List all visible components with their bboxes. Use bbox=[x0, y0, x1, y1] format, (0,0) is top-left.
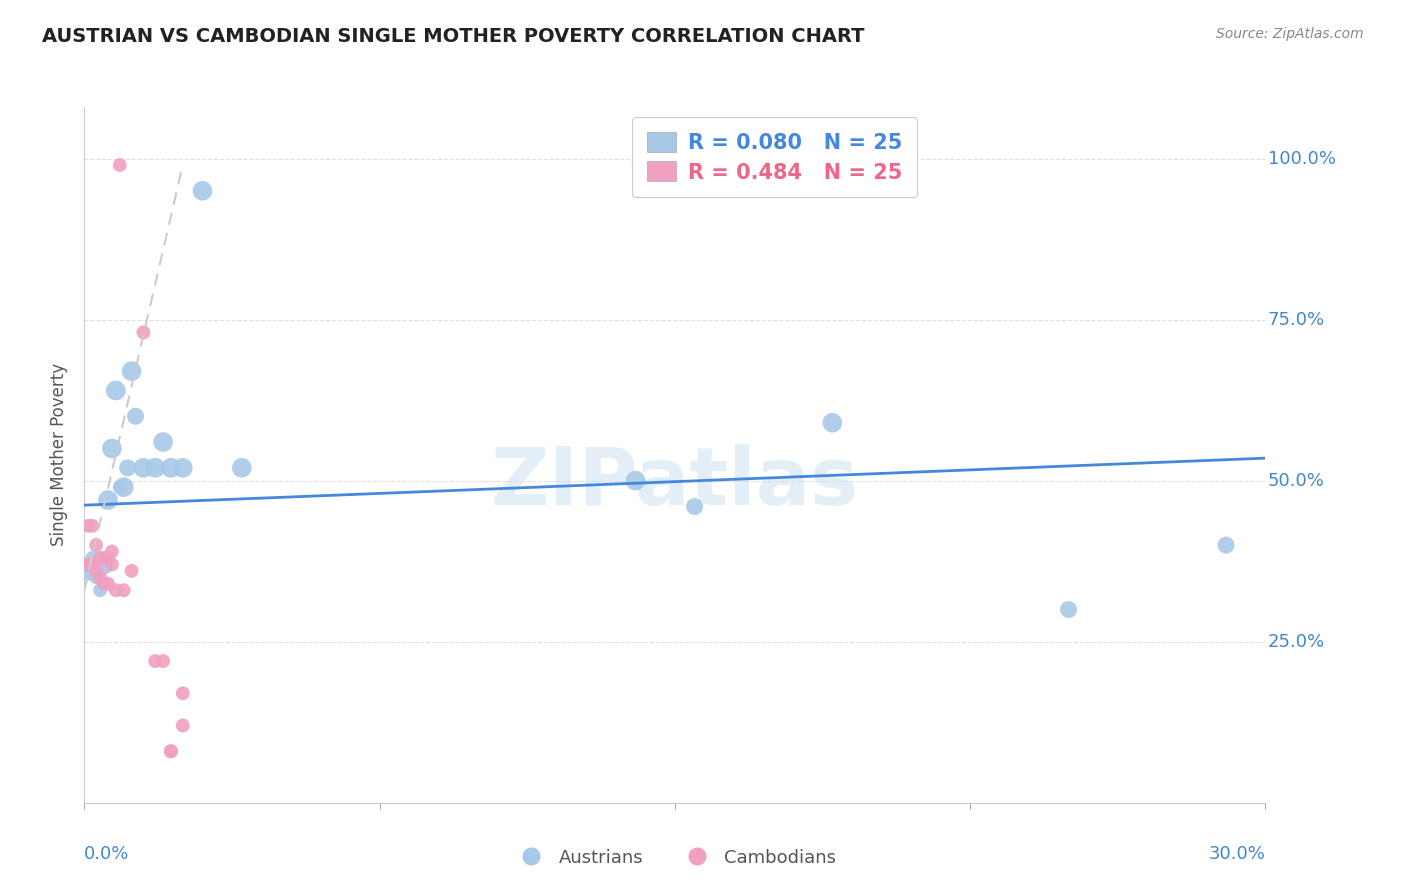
Legend: Austrians, Cambodians: Austrians, Cambodians bbox=[506, 841, 844, 874]
Point bbox=[172, 460, 194, 475]
Text: Source: ZipAtlas.com: Source: ZipAtlas.com bbox=[1216, 27, 1364, 41]
Point bbox=[89, 551, 111, 566]
Point bbox=[160, 460, 183, 475]
Y-axis label: Single Mother Poverty: Single Mother Poverty bbox=[51, 363, 69, 547]
Text: 30.0%: 30.0% bbox=[1209, 845, 1265, 863]
Point bbox=[77, 518, 100, 533]
Point bbox=[191, 184, 214, 198]
Point bbox=[77, 558, 100, 572]
Point bbox=[1057, 602, 1080, 616]
Point bbox=[104, 384, 127, 398]
Text: 50.0%: 50.0% bbox=[1268, 472, 1324, 490]
Point bbox=[97, 576, 120, 591]
Point bbox=[132, 460, 155, 475]
Text: 75.0%: 75.0% bbox=[1268, 310, 1324, 328]
Point bbox=[112, 480, 135, 494]
Point bbox=[1215, 538, 1237, 552]
Point bbox=[93, 551, 115, 566]
Point bbox=[82, 551, 104, 566]
Point bbox=[89, 583, 111, 598]
Point bbox=[683, 500, 706, 514]
Point bbox=[84, 538, 107, 552]
Point bbox=[82, 558, 104, 572]
Point bbox=[101, 442, 124, 456]
Text: 25.0%: 25.0% bbox=[1268, 632, 1324, 651]
Point bbox=[172, 718, 194, 732]
Point bbox=[117, 460, 139, 475]
Point bbox=[121, 364, 143, 378]
Point bbox=[82, 518, 104, 533]
Point bbox=[77, 564, 100, 578]
Point bbox=[231, 460, 253, 475]
Point bbox=[108, 480, 131, 494]
Point bbox=[101, 544, 124, 558]
Point bbox=[84, 564, 107, 578]
Point bbox=[152, 435, 174, 450]
Point bbox=[104, 583, 127, 598]
Point bbox=[624, 474, 647, 488]
Point bbox=[121, 564, 143, 578]
Point bbox=[152, 654, 174, 668]
Point bbox=[143, 460, 166, 475]
Point bbox=[97, 551, 120, 566]
Point bbox=[132, 326, 155, 340]
Point bbox=[101, 558, 124, 572]
Point bbox=[143, 654, 166, 668]
Point bbox=[821, 416, 844, 430]
Text: AUSTRIAN VS CAMBODIAN SINGLE MOTHER POVERTY CORRELATION CHART: AUSTRIAN VS CAMBODIAN SINGLE MOTHER POVE… bbox=[42, 27, 865, 45]
Point bbox=[172, 686, 194, 700]
Point bbox=[124, 409, 146, 424]
Text: 100.0%: 100.0% bbox=[1268, 150, 1336, 168]
Point bbox=[160, 744, 183, 758]
Point bbox=[108, 158, 131, 172]
Text: ZIPatlas: ZIPatlas bbox=[491, 443, 859, 522]
Point bbox=[160, 744, 183, 758]
Point bbox=[89, 570, 111, 584]
Point bbox=[112, 583, 135, 598]
Point bbox=[97, 493, 120, 508]
Text: 0.0%: 0.0% bbox=[84, 845, 129, 863]
Point bbox=[93, 558, 115, 572]
Point bbox=[93, 576, 115, 591]
Point bbox=[84, 570, 107, 584]
